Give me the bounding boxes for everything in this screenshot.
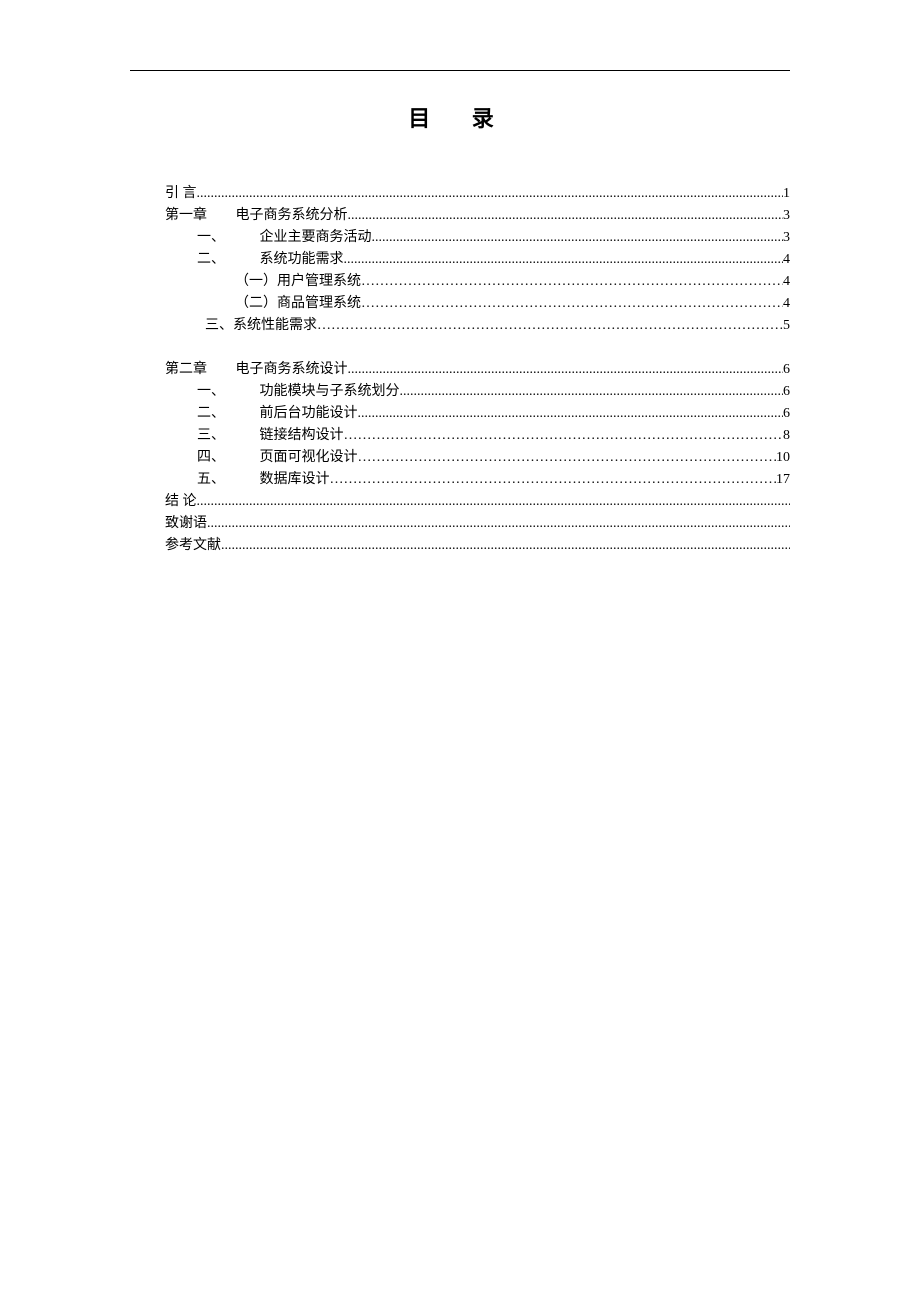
toc-entry-text: （一）用户管理系统 xyxy=(235,271,361,293)
toc-entry: （二）商品管理系统…………………………………………………………………………………… xyxy=(165,293,790,315)
toc-entry-page: 6 xyxy=(783,381,790,403)
toc-leader: ........................................… xyxy=(197,183,784,205)
toc-entry-page: 4 xyxy=(783,293,790,315)
toc-entry-page: 8 xyxy=(783,425,790,447)
toc-leader: ........................................… xyxy=(207,513,790,535)
toc-entry-text: 前后台功能设计 xyxy=(260,403,358,425)
toc-entry: （一）用户管理系统…………………………………………………………………………………… xyxy=(165,271,790,293)
toc-leader: …………………………………………………………………………………………………………… xyxy=(344,425,784,447)
toc-entry-text: 链接结构设计 xyxy=(260,425,344,447)
toc-entry-text: 电子商务系统设计 xyxy=(236,359,348,381)
toc-gap xyxy=(249,227,260,249)
toc-entry-label: 致谢语 xyxy=(165,513,207,535)
top-rule xyxy=(130,70,790,71)
toc-entry-label: 第二章 xyxy=(165,359,225,381)
toc-entry-page: 6 xyxy=(783,403,790,425)
toc-entry-page: 10 xyxy=(776,447,790,469)
toc-entry-text: 企业主要商务活动 xyxy=(260,227,372,249)
toc-entry: 三、 链接结构设计…………………………………………………………………………………… xyxy=(165,425,790,447)
toc-leader: ........................................… xyxy=(400,381,784,403)
toc-entry-label: 参考文献 xyxy=(165,535,221,557)
toc-gap xyxy=(225,359,236,381)
toc-entry-text: 数据库设计 xyxy=(260,469,330,491)
toc-entry-page: 6 xyxy=(783,359,790,381)
toc-leader: ........................................… xyxy=(358,403,784,425)
toc-entry: 一、 功能模块与子系统划分...........................… xyxy=(165,381,790,403)
toc-entry-label: 三、 xyxy=(197,425,249,447)
toc-entry: 致谢语.....................................… xyxy=(165,513,790,535)
toc-gap xyxy=(249,381,260,403)
toc-entry: 第一章 电子商务系统分析............................… xyxy=(165,205,790,227)
toc-entry: 二、 系统功能需求...............................… xyxy=(165,249,790,271)
toc-entry-page: 5 xyxy=(783,315,790,337)
toc-entry-label: 一、 xyxy=(197,381,249,403)
toc-entry-label: 结 论 xyxy=(165,491,197,513)
toc-leader: ........................................… xyxy=(348,359,784,381)
toc-entry-label: 二、 xyxy=(197,249,249,271)
toc-leader: …………………………………………………………………………………………………………… xyxy=(358,447,777,469)
toc-leader: …………………………………………………………………………………………………………… xyxy=(317,315,783,337)
toc-entry: 引 言.....................................… xyxy=(165,183,790,205)
toc-gap xyxy=(249,249,260,271)
toc-gap xyxy=(249,447,260,469)
toc-entry: 二、 前后台功能设计..............................… xyxy=(165,403,790,425)
toc-entry-text: 电子商务系统分析 xyxy=(236,205,348,227)
toc-entry-page: 4 xyxy=(783,249,790,271)
toc-entry-text: 系统性能需求 xyxy=(233,315,317,337)
toc-list: 引 言.....................................… xyxy=(130,183,790,557)
toc-heading: 目 录 xyxy=(130,101,790,133)
toc-entry-page: 3 xyxy=(783,205,790,227)
toc-entry-text: 页面可视化设计 xyxy=(260,447,358,469)
page-container: 目 录 引 言.................................… xyxy=(0,0,920,557)
toc-entry-label: 第一章 xyxy=(165,205,225,227)
toc-entry: 参考文献....................................… xyxy=(165,535,790,557)
toc-leader: …………………………………………………………………………………………………………… xyxy=(361,293,783,315)
toc-leader: ........................................… xyxy=(348,205,784,227)
toc-entry: 五、 数据库设计……………………………………………………………………………………… xyxy=(165,469,790,491)
toc-leader: …………………………………………………………………………………………………………… xyxy=(361,271,783,293)
toc-entry-label: 四、 xyxy=(197,447,249,469)
toc-entry-text: （二）商品管理系统 xyxy=(235,293,361,315)
toc-leader: ........................................… xyxy=(197,491,791,513)
toc-gap xyxy=(225,205,236,227)
toc-leader: ........................................… xyxy=(372,227,784,249)
toc-entry-label: 五、 xyxy=(197,469,249,491)
toc-spacer xyxy=(165,337,790,359)
toc-entry-text: 系统功能需求 xyxy=(260,249,344,271)
toc-leader: ........................................… xyxy=(221,535,790,557)
toc-entry-page: 4 xyxy=(783,271,790,293)
toc-gap xyxy=(249,425,260,447)
toc-entry-label: 引 言 xyxy=(165,183,197,205)
toc-leader: ........................................… xyxy=(344,249,784,271)
toc-entry-page: 17 xyxy=(776,469,790,491)
toc-entry-label: 二、 xyxy=(197,403,249,425)
toc-leader: …………………………………………………………………………………………………………… xyxy=(330,469,777,491)
toc-entry-page: 1 xyxy=(783,183,790,205)
toc-entry: 三、系统性能需求……………………………………………………………………………………… xyxy=(165,315,790,337)
toc-entry: 结 论.....................................… xyxy=(165,491,790,513)
toc-entry-page: 3 xyxy=(783,227,790,249)
toc-gap xyxy=(249,403,260,425)
toc-entry: 四、 页面可视化设计………………………………………………………………………………… xyxy=(165,447,790,469)
toc-entry-text: 功能模块与子系统划分 xyxy=(260,381,400,403)
toc-entry-label: 三、 xyxy=(205,315,233,337)
toc-gap xyxy=(249,469,260,491)
toc-entry-label: 一、 xyxy=(197,227,249,249)
toc-entry: 第二章 电子商务系统设计............................… xyxy=(165,359,790,381)
toc-entry: 一、 企业主要商务活动.............................… xyxy=(165,227,790,249)
